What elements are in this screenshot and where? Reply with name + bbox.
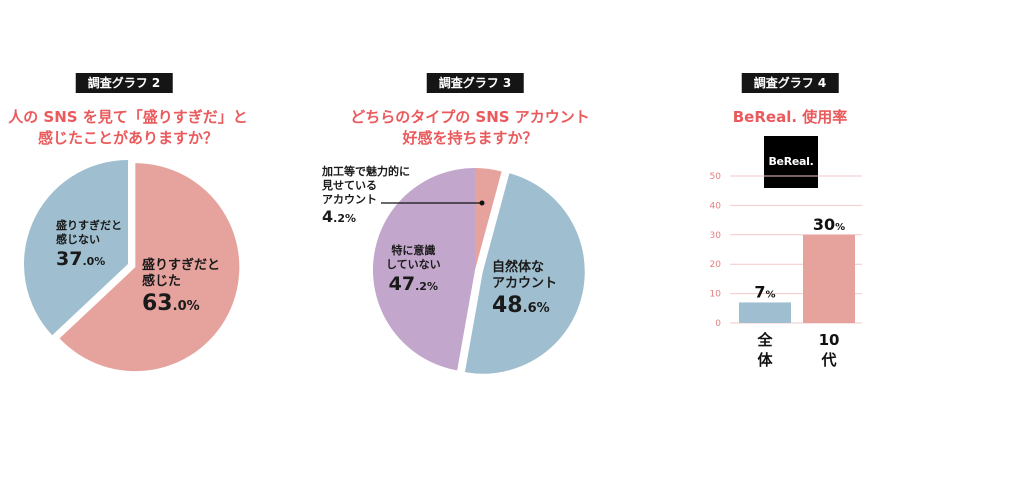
bar-category-label: 体 [757,351,773,369]
pie2-label-not-felt: 盛りすぎだと 感じない 37.0% [56,219,122,274]
pie3-value-edited-dec: .2% [333,212,356,225]
chart3-question: どちらのタイプの SNS アカウント 好感を持ちますか？ [350,107,590,149]
pie3-value-edited: 4.2% [322,207,410,229]
chart3-tag: 調査グラフ 3 [426,73,524,93]
pie-chart-3 [372,168,585,374]
pie3-value-natural: 48.6% [492,292,557,323]
chart2-tag: 調査グラフ 2 [75,73,173,93]
pie3-value-natural-int: 48 [492,293,523,318]
pie3-label-none-line2: していない [386,258,441,271]
bar-1 [803,234,855,323]
bar-value-label: 30% [813,215,845,234]
chart2-question: 人の SNS を見て「盛りすぎだ」と 感じたことがありますか？ [8,107,248,149]
chart4-tag: 調査グラフ 4 [741,73,839,93]
pie2-value-not-felt: 37.0% [56,247,122,274]
pie2-value-not-felt-dec: .0% [82,255,106,268]
bar-category-label: 代 [820,351,836,369]
pie3-label-edited: 加工等で魅力的に 見せている アカウント 4.2% [322,165,410,229]
pie2-value-felt-dec: .0% [172,299,200,314]
chart4-question: BeReal. 使用率 [733,107,848,128]
bar-0 [739,302,791,323]
pie3-label-edited-line2: 見せている [322,179,377,192]
bereal-logo: BeReal. [764,136,818,188]
bar-category-label: 全 [756,331,773,349]
pie3-value-edited-int: 4 [322,207,334,226]
bar-ytick-label: 40 [710,201,722,211]
chart3-question-line1: どちらのタイプの SNS アカウント [350,108,590,126]
pie3-label-natural-line2: アカウント [492,276,558,291]
chart2-question-line2: 感じたことがありますか？ [37,129,219,147]
pie2-value-felt-int: 63 [142,291,173,316]
pie3-label-natural: 自然体な アカウント 48.6% [492,260,557,323]
pie2-label-felt: 盛りすぎだと 感じた 63.0% [142,258,220,321]
pie3-value-none-dec: .2% [415,280,438,293]
pie2-value-not-felt-int: 37 [56,248,83,270]
chart4-question-line1: BeReal. 使用率 [732,108,848,126]
pie2-slice-0 [59,163,240,372]
pie3-slice-2 [372,168,475,371]
chart2-question-line1: 人の SNS を見て「盛りすぎだ」と [8,108,248,126]
pie2-slice-1 [24,160,129,336]
pie3-slice-1 [464,173,585,374]
pie3-value-none-int: 47 [388,273,416,295]
pie2-label-not-felt-line1: 盛りすぎだと [56,219,122,232]
pie3-label-none: 特に意識 していない 47.2% [386,244,441,299]
bar-chart-4: 0 10 20 30 40 50 7% 全体 30% 10 代 [710,172,862,369]
bar-ytick-label: 30 [710,231,722,241]
bar-ytick-label: 10 [710,290,722,300]
pie2-label-felt-line1: 盛りすぎだと [142,258,221,273]
pie3-label-natural-line1: 自然体な [492,260,545,275]
chart3-question-line2: 好感を持ちますか？ [402,129,538,147]
pie3-value-none: 47.2% [386,272,441,299]
pie3-label-edited-line3: アカウント [322,193,377,206]
pie-chart-2 [24,160,240,372]
pie2-label-not-felt-line2: 感じない [56,233,100,246]
pie3-value-natural-dec: .6% [522,301,550,316]
pie3-label-edited-line1: 加工等で魅力的に [322,165,410,178]
pie2-value-felt: 63.0% [142,290,220,321]
bar-category-label: 10 [819,331,840,349]
bar-ytick-label: 50 [710,172,722,182]
bar-ytick-label: 20 [710,260,722,270]
bar-value-label: 7% [754,282,775,301]
pie3-label-none-line1: 特に意識 [391,244,436,257]
bar-ytick-label: 0 [715,319,721,329]
pie3-slice-0 [475,168,502,270]
pie2-label-felt-line2: 感じた [142,274,182,289]
pie3-leader-dot [479,200,485,206]
